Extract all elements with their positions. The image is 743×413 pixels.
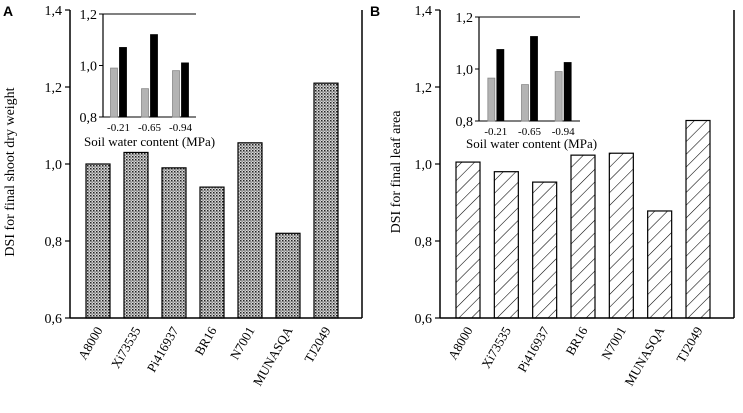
y-tick-label: 0,6 bbox=[415, 312, 433, 327]
x-tick-label: BR16 bbox=[191, 324, 219, 358]
inset-bar bbox=[563, 62, 572, 122]
x-tick-label: Xi73535 bbox=[108, 324, 144, 371]
inset-x-tick-label: -0.21 bbox=[107, 122, 130, 134]
x-tick-label: MUNASQA bbox=[250, 323, 296, 388]
x-tick-label: A8000 bbox=[75, 324, 106, 362]
bar bbox=[685, 119, 711, 319]
bar bbox=[570, 154, 596, 319]
inset-bar bbox=[181, 62, 189, 118]
inset-bar bbox=[150, 34, 158, 118]
y-axis-label: DSI for final leaf area bbox=[389, 110, 404, 234]
inset-y-tick-label: 1,0 bbox=[456, 63, 474, 78]
inset-bar bbox=[172, 70, 180, 118]
y-tick-label: 0,8 bbox=[415, 235, 433, 250]
bar bbox=[85, 163, 111, 319]
inset-bar bbox=[119, 47, 127, 118]
bar bbox=[493, 171, 519, 319]
y-tick-label: 1,2 bbox=[415, 81, 433, 96]
inset-y-tick-label: 1,0 bbox=[80, 60, 98, 75]
panel-letter: A bbox=[3, 3, 13, 19]
inset-bar bbox=[530, 36, 538, 122]
panel-letter: B bbox=[370, 3, 380, 19]
x-tick-label: Xi73535 bbox=[478, 324, 514, 371]
bar bbox=[161, 167, 187, 319]
inset-x-tick-label: -0.65 bbox=[138, 122, 161, 134]
inset-bar bbox=[110, 67, 118, 118]
y-tick-label: 0,6 bbox=[45, 312, 63, 327]
inset-x-axis-label: Soil water content (MPa) bbox=[84, 134, 215, 149]
x-tick-label: Pi416937 bbox=[514, 324, 552, 375]
inset-y-tick-label: 0,8 bbox=[80, 111, 98, 126]
y-tick-label: 1,0 bbox=[45, 158, 63, 173]
inset-y-tick-label: 1,2 bbox=[456, 11, 474, 26]
y-tick-label: 1,0 bbox=[415, 158, 433, 173]
inset-y-tick-label: 1,2 bbox=[80, 8, 98, 23]
y-tick-label: 1,2 bbox=[45, 81, 63, 96]
bar bbox=[237, 142, 263, 319]
bar bbox=[275, 232, 301, 319]
inset-bar bbox=[487, 77, 496, 122]
x-tick-label: A8000 bbox=[445, 324, 476, 362]
bar bbox=[123, 151, 149, 319]
inset-x-tick-label: -0.65 bbox=[518, 126, 541, 138]
bar bbox=[313, 82, 339, 319]
y-tick-label: 0,8 bbox=[45, 235, 63, 250]
bar bbox=[647, 210, 673, 319]
inset-x-tick-label: -0.94 bbox=[552, 126, 575, 138]
x-tick-label: N7001 bbox=[227, 324, 258, 362]
bar bbox=[455, 161, 481, 319]
x-tick-label: Pi416937 bbox=[144, 324, 182, 375]
bar bbox=[608, 152, 634, 319]
inset-bar bbox=[496, 49, 505, 122]
x-tick-label: BR16 bbox=[562, 324, 590, 358]
inset-y-tick-label: 0,8 bbox=[456, 115, 474, 130]
inset-bar bbox=[521, 84, 529, 122]
x-tick-label: N7001 bbox=[598, 324, 629, 362]
inset-x-tick-label: -0.94 bbox=[169, 122, 192, 134]
inset-x-tick-label: -0.21 bbox=[484, 126, 507, 138]
y-axis-label: DSI for final shoot dry weight bbox=[3, 87, 18, 256]
inset-bar bbox=[554, 71, 563, 122]
bar bbox=[532, 181, 558, 319]
y-tick-label: 1,4 bbox=[415, 4, 433, 19]
inset-x-axis-label: Soil water content (MPa) bbox=[466, 136, 597, 151]
y-tick-label: 1,4 bbox=[45, 4, 63, 19]
x-tick-label: MUNASQA bbox=[621, 323, 667, 388]
bar bbox=[199, 186, 225, 319]
inset-bar bbox=[141, 88, 149, 118]
x-tick-label: TJ2049 bbox=[673, 324, 705, 365]
x-tick-label: TJ2049 bbox=[301, 324, 333, 365]
